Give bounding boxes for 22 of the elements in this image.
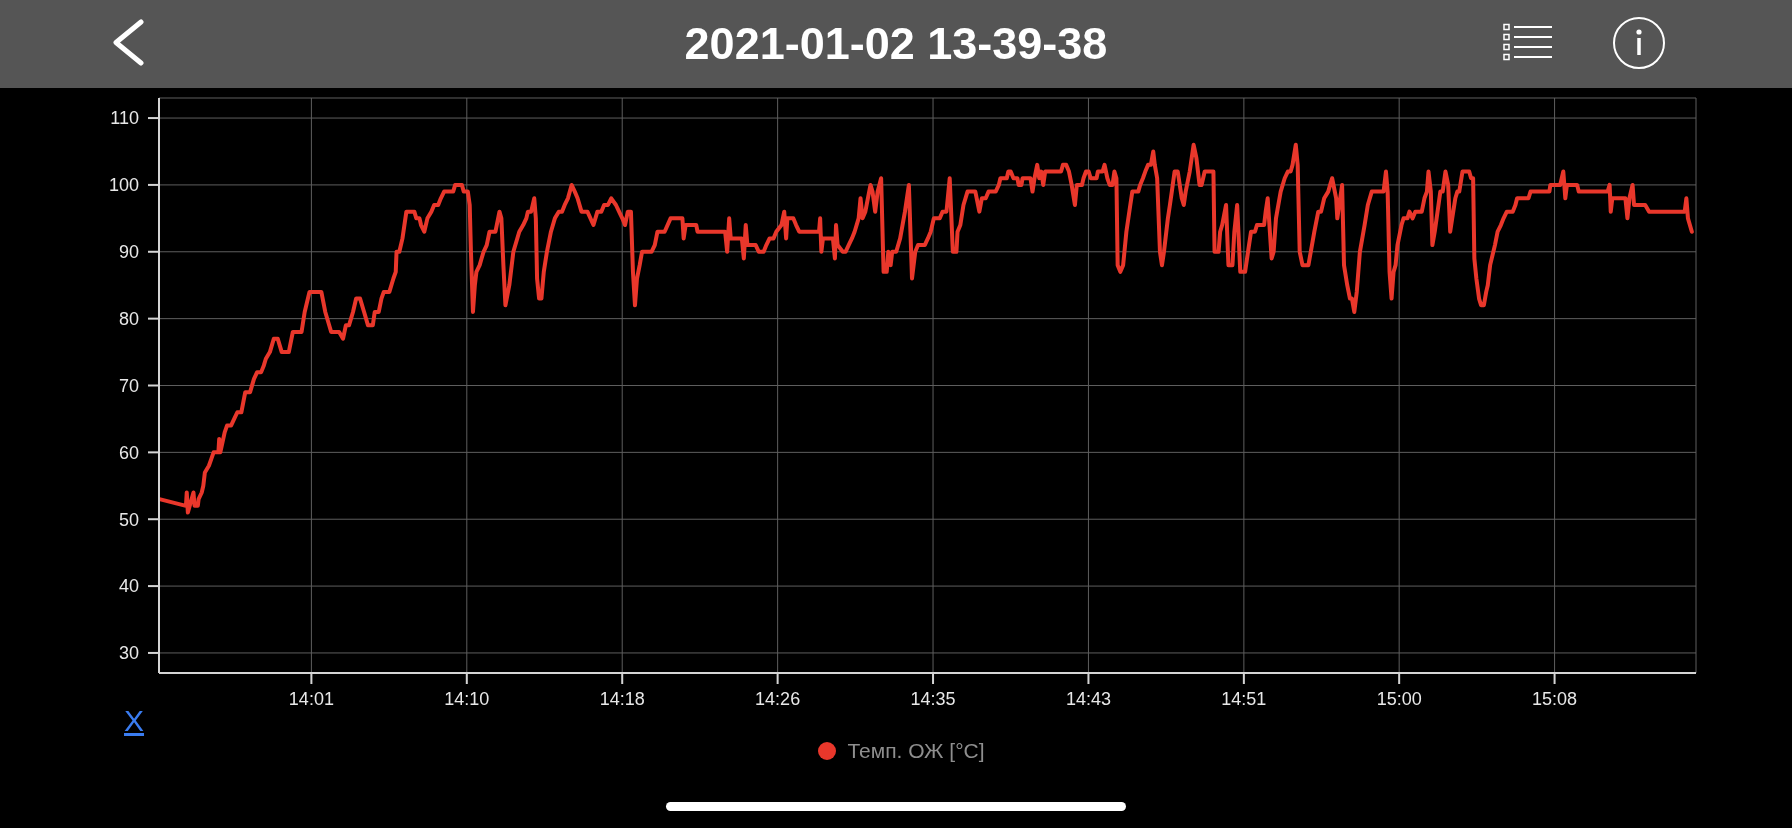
x-tick-label: 15:08 (1532, 688, 1578, 709)
x-tick-label: 14:18 (599, 688, 645, 709)
y-tick-label: 90 (118, 242, 139, 263)
y-tick-label: 50 (118, 509, 139, 530)
x-tick-label: 14:26 (755, 688, 801, 709)
x-tick-label: 15:00 (1376, 688, 1422, 709)
y-tick-label: 70 (118, 375, 139, 396)
x-tick-label: 14:35 (910, 688, 956, 709)
x-tick-label: 14:51 (1221, 688, 1267, 709)
x-tick-label: 14:10 (444, 688, 490, 709)
y-tick-label: 30 (118, 643, 139, 664)
x-tick-label: 14:43 (1065, 688, 1111, 709)
y-tick-label: 60 (118, 442, 139, 463)
y-tick-label: 40 (118, 576, 139, 597)
x-axis-title: X (124, 704, 145, 737)
legend-label: Темп. ОЖ [°C] (847, 739, 985, 763)
line-series (159, 142, 1694, 515)
y-tick-label: 100 (108, 175, 139, 196)
y-tick-label: 110 (110, 108, 139, 129)
chart-title: 2021-01-02 13-39-38 (684, 18, 1108, 70)
y-tick-label: 80 (118, 309, 139, 330)
x-tick-label: 14:01 (288, 688, 334, 709)
